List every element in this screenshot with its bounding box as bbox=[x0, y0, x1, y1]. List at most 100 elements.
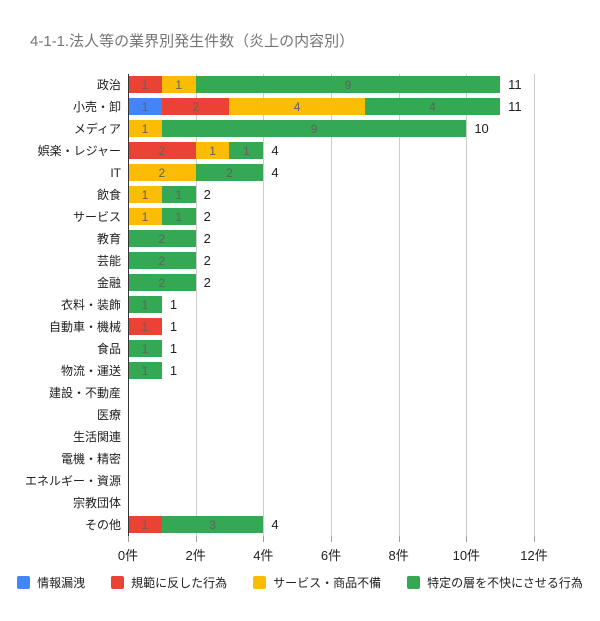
stacked-bar: 2 bbox=[128, 252, 196, 269]
axis-tick bbox=[195, 536, 197, 542]
axis-tick bbox=[466, 536, 468, 542]
bar-segment: 2 bbox=[128, 230, 196, 247]
legend-label: 規範に反した行為 bbox=[131, 576, 228, 590]
legend-swatch-icon bbox=[17, 576, 31, 589]
category-label: 政治 bbox=[96, 78, 121, 92]
category-label: 教育 bbox=[96, 232, 121, 246]
plot-area: 1 1 9 11 1 2 4 4 11 1 9 10 2 1 1 4 2 2 4 1 1 2 1 1 2 2 2 2 2 2 2 1 1 1 1 1 1… bbox=[128, 74, 535, 536]
bar-segment: 1 bbox=[229, 142, 264, 159]
axis-baseline bbox=[128, 74, 129, 536]
category-label: その他 bbox=[84, 518, 121, 532]
bar-total-label: 4 bbox=[271, 165, 279, 180]
segment-value-label: 9 bbox=[344, 77, 352, 92]
segment-value-label: 3 bbox=[209, 517, 216, 532]
segment-value-label: 1 bbox=[141, 209, 149, 224]
segment-value-label: 1 bbox=[175, 77, 183, 92]
segment-value-label: 1 bbox=[141, 341, 149, 356]
bar-segment: 1 bbox=[161, 76, 196, 93]
segment-value-label: 4 bbox=[429, 99, 436, 114]
x-axis-label: 4件 bbox=[253, 548, 274, 563]
x-axis-label: 2件 bbox=[185, 548, 206, 563]
gridline bbox=[466, 74, 468, 536]
category-label: 芸能 bbox=[96, 254, 121, 268]
bar-segment: 1 bbox=[128, 362, 162, 379]
x-axis-label: 0件 bbox=[117, 548, 139, 563]
segment-value-label: 1 bbox=[209, 143, 216, 158]
category-label: 娯楽・レジャー bbox=[37, 144, 121, 158]
segment-value-label: 1 bbox=[141, 99, 149, 114]
segment-value-label: 2 bbox=[158, 165, 166, 180]
bar-row bbox=[128, 470, 534, 492]
segment-value-label: 1 bbox=[175, 209, 183, 224]
stacked-bar: 1 bbox=[128, 296, 162, 313]
gridline bbox=[534, 74, 535, 536]
stacked-bar: 1 bbox=[128, 318, 162, 335]
category-label: 建設・不動産 bbox=[48, 386, 121, 400]
segment-value-label: 2 bbox=[158, 275, 166, 290]
bar-row: 1 2 4 4 11 bbox=[128, 96, 534, 118]
axis-tick bbox=[398, 536, 400, 542]
bar-segment: 3 bbox=[161, 516, 264, 533]
segment-value-label: 1 bbox=[141, 297, 149, 312]
bar-total-label: 2 bbox=[203, 275, 211, 290]
chart-title: 4-1-1.法人等の業界別発生件数（炎上の内容別） bbox=[30, 33, 355, 50]
bar-segment: 1 bbox=[128, 318, 162, 335]
stacked-bar: 2 1 1 bbox=[128, 142, 264, 159]
bar-total-label: 1 bbox=[169, 297, 178, 312]
bar-total-label: 2 bbox=[203, 187, 211, 202]
bar-segment: 4 bbox=[364, 98, 501, 115]
bar-segment: 2 bbox=[128, 252, 196, 269]
segment-value-label: 2 bbox=[192, 99, 199, 114]
category-label: 生活関連 bbox=[72, 430, 121, 444]
bar-segment: 1 bbox=[161, 186, 196, 203]
legend-item: サービス・商品不備 bbox=[253, 574, 381, 591]
bar-segment: 2 bbox=[195, 164, 264, 181]
bar-segment: 1 bbox=[128, 76, 162, 93]
segment-value-label: 1 bbox=[141, 77, 149, 92]
bar-segment: 2 bbox=[128, 274, 196, 291]
axis-tick bbox=[534, 536, 535, 542]
category-label: 電機・精密 bbox=[60, 452, 121, 466]
bar-segment: 1 bbox=[161, 208, 196, 225]
bar-segment: 1 bbox=[128, 186, 162, 203]
legend-item: 情報漏洩 bbox=[17, 574, 85, 591]
category-label: 飲食 bbox=[96, 188, 121, 202]
x-axis-label: 12件 bbox=[520, 548, 548, 563]
segment-value-label: 9 bbox=[310, 121, 318, 136]
bar-row: 1 9 10 bbox=[128, 118, 534, 140]
segment-value-label: 1 bbox=[141, 187, 149, 202]
bar-segment: 1 bbox=[128, 98, 162, 115]
stacked-bar: 1 1 9 bbox=[128, 76, 501, 93]
bar-segment: 1 bbox=[128, 516, 162, 533]
x-axis-label: 6件 bbox=[320, 548, 342, 563]
segment-value-label: 1 bbox=[141, 319, 149, 334]
bar-segment: 2 bbox=[128, 164, 196, 181]
category-label: 衣料・装飾 bbox=[60, 298, 121, 312]
axis-tick bbox=[128, 536, 129, 542]
segment-value-label: 1 bbox=[141, 517, 149, 532]
bar-total-label: 4 bbox=[271, 517, 279, 532]
bar-row bbox=[128, 426, 534, 448]
segment-value-label: 2 bbox=[158, 231, 166, 246]
legend-item: 規範に反した行為 bbox=[111, 574, 227, 591]
legend-label: 特定の層を不快にさせる行為 bbox=[427, 576, 583, 590]
category-label: 金融 bbox=[96, 276, 121, 290]
bar-row: 1 1 9 1 1 bbox=[128, 74, 534, 96]
category-label: 食品 bbox=[96, 342, 121, 356]
bar-segment: 2 bbox=[161, 98, 230, 115]
bar-row bbox=[128, 382, 534, 404]
bar-segment: 2 bbox=[128, 142, 196, 159]
